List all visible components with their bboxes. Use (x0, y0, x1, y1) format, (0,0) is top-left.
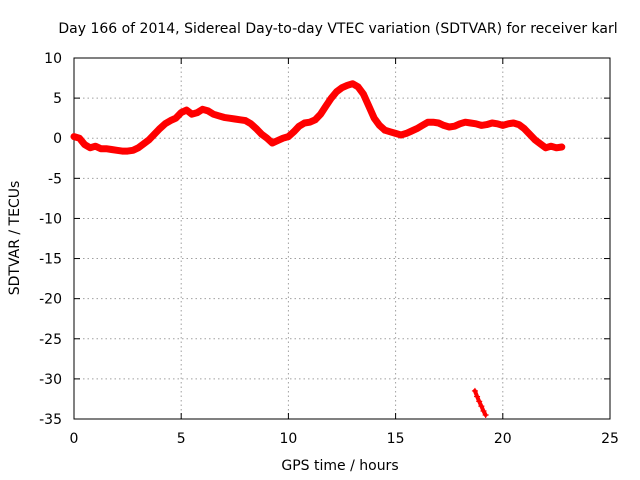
y-tick-label: -30 (39, 372, 62, 388)
y-tick-label: -25 (39, 332, 62, 348)
y-tick-label: 10 (44, 51, 62, 67)
x-tick-label: 20 (494, 431, 512, 447)
y-tick-label: 0 (53, 131, 62, 147)
y-tick-label: -20 (39, 292, 62, 308)
x-tick-label: 25 (601, 431, 619, 447)
data-points (70, 80, 566, 418)
y-tick-label: -15 (39, 252, 62, 268)
x-tick-label: 0 (70, 431, 79, 447)
x-tick-label: 15 (387, 431, 405, 447)
y-axis-title: SDTVAR / TECUs (7, 181, 23, 296)
y-tick-label: -10 (39, 211, 62, 227)
x-tick-label: 10 (279, 431, 297, 447)
x-axis-ticks: 0 5 10 15 20 25 (70, 58, 619, 447)
plot-frame (73, 57, 611, 420)
y-axis-ticks: -35 -30 -25 -20 -15 -10 -5 0 5 10 (39, 51, 610, 428)
grid (74, 58, 610, 419)
y-tick-label: 5 (53, 91, 62, 107)
series-band (70, 80, 566, 155)
y-tick-label: -35 (39, 412, 62, 428)
y-tick-label: -5 (48, 171, 62, 187)
x-tick-label: 5 (177, 431, 186, 447)
series-outlier-band (472, 388, 488, 417)
x-axis-title: GPS time / hours (281, 458, 398, 474)
chart-title: Day 166 of 2014, Sidereal Day-to-day VTE… (58, 21, 617, 37)
